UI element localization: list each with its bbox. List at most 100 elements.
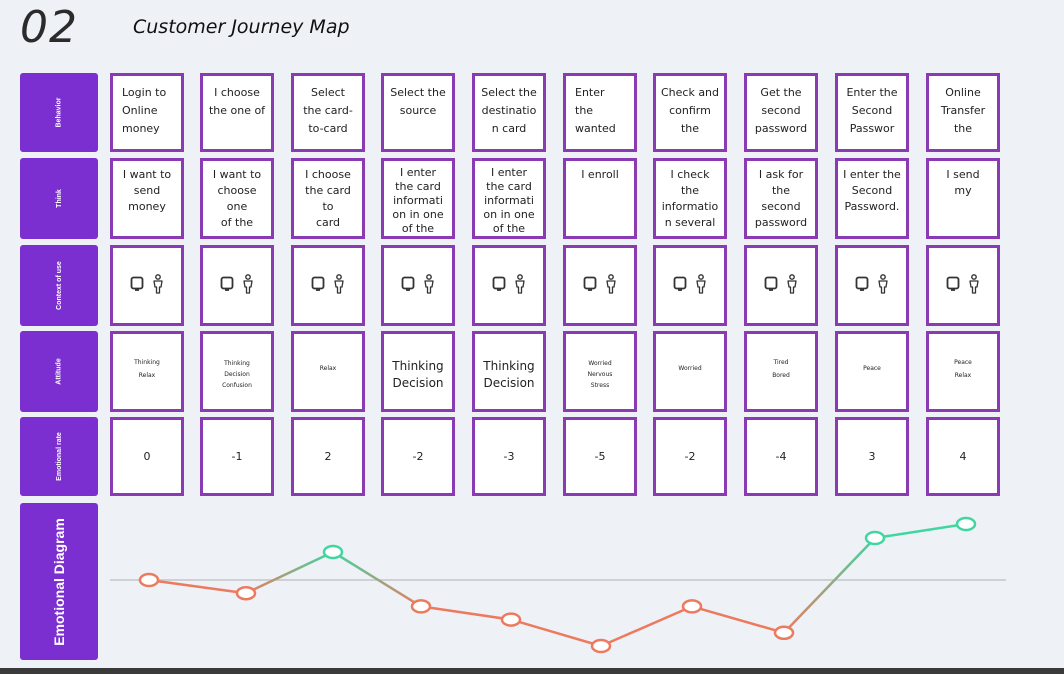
context-cell (381, 245, 455, 326)
context-cell (744, 245, 818, 326)
attitude-cell: Peace (835, 331, 909, 412)
context-cell (563, 245, 637, 326)
think-cell: I ask for the second password (744, 158, 818, 239)
behavior-cell: Check and confirm the (653, 73, 727, 152)
person-icon (514, 273, 526, 298)
row-label-rate: Emotional rate (20, 417, 98, 496)
person-icon (605, 273, 617, 298)
think-cell: I send my (926, 158, 1000, 239)
diagram-segment (691, 605, 785, 635)
rate-cell: 4 (926, 417, 1000, 496)
diagram-segment (420, 605, 512, 621)
behavior-text: wanted (575, 122, 616, 135)
row-label-diagram: Emotional Diagram (20, 503, 98, 660)
behavior-cell: Login to Online money (110, 73, 184, 152)
behavior-cell: Enter the wanted (563, 73, 637, 152)
rate-value: -1 (231, 450, 243, 463)
context-cell (200, 245, 274, 326)
attitude-text: Nervous (587, 371, 613, 378)
behavior-text: confirm (669, 104, 711, 117)
tablet-icon (583, 276, 597, 296)
think-text: I enroll (581, 168, 619, 181)
tablet-icon (492, 276, 506, 296)
attitude-text: Peace (954, 359, 972, 366)
behavior-text: Select (311, 86, 345, 99)
rate-cell: -5 (563, 417, 637, 496)
behavior-text: money (122, 122, 160, 135)
think-text: I want to (122, 168, 172, 181)
person-icon (786, 273, 798, 298)
diagram-segment (874, 522, 967, 540)
rate-value: -2 (412, 450, 424, 463)
behavior-text: Enter the (846, 86, 898, 99)
diagram-segment (245, 550, 334, 595)
person-icon (695, 273, 707, 298)
think-text: I enter the (843, 168, 901, 181)
diagram-point (138, 572, 160, 588)
attitude-text: Decision (483, 376, 535, 390)
diagram-segment (600, 605, 693, 648)
row-label-behavior: Behavior (20, 73, 98, 152)
diagram-segment (783, 537, 876, 634)
rate-cell: 2 (291, 417, 365, 496)
attitude-text: Relax (138, 372, 156, 379)
behavior-text: the (680, 122, 700, 135)
rate-value: 4 (959, 450, 967, 463)
person-icon (423, 273, 435, 298)
rate-value: -5 (594, 450, 606, 463)
tablet-icon (311, 276, 325, 296)
think-text: on in one (483, 208, 535, 221)
behavior-text: Get the (760, 86, 802, 99)
context-cell (926, 245, 1000, 326)
behavior-text: to-card (308, 122, 348, 135)
row-label-context: Context of use (20, 245, 98, 326)
person-icon (877, 273, 889, 298)
think-cell: I enter the card informati on in one of the (381, 158, 455, 239)
think-text: my (954, 184, 972, 197)
attitude-cell: Thinking Decision (472, 331, 546, 412)
attitude-cell: Relax (291, 331, 365, 412)
context-cell (291, 245, 365, 326)
behavior-text: Check and (660, 86, 720, 99)
attitude-cell: Worried Nervous Stress (563, 331, 637, 412)
tablet-icon (764, 276, 778, 296)
think-text: of the ways (220, 216, 254, 239)
behavior-cell: Online Transfer the (926, 73, 1000, 152)
rate-value: -2 (684, 450, 696, 463)
think-text: the card to (305, 184, 351, 213)
diagram-point (410, 599, 432, 614)
attitude-text: Decision (224, 371, 250, 378)
attitude-cell: Worried (653, 331, 727, 412)
think-text: Second (851, 184, 893, 197)
rate-cell: -2 (381, 417, 455, 496)
rate-value: -3 (503, 450, 515, 463)
behavior-text: I choose (214, 86, 260, 99)
rate-cell: -3 (472, 417, 546, 496)
think-text: I enter (490, 166, 528, 179)
rate-value: 0 (143, 450, 151, 463)
think-cell: I enter the Second Password. (835, 158, 909, 239)
think-cell: I enter the card informati on in one of the (472, 158, 546, 239)
think-text: Password. (844, 200, 900, 213)
behavior-text: Select the (390, 86, 446, 99)
diagram-point (681, 599, 703, 614)
behavior-text: Login to (122, 86, 167, 99)
attitude-cell: Peace Relax (926, 331, 1000, 412)
attitude-text: Thinking (224, 360, 250, 367)
behavior-text: Online (945, 86, 981, 99)
attitude-text: Worried (678, 365, 702, 372)
behavior-text: Enter (575, 86, 605, 99)
rate-cell: -2 (653, 417, 727, 496)
behavior-text: the (953, 122, 973, 135)
attitude-text: Relax (319, 365, 337, 372)
diagram-segment (332, 550, 422, 608)
think-cell: I check the informatio n several (653, 158, 727, 239)
behavior-text: the card- (303, 104, 353, 117)
tablet-icon (855, 276, 869, 296)
behavior-text: n card (491, 122, 527, 135)
tablet-icon (220, 276, 234, 296)
context-cell (472, 245, 546, 326)
think-text: informati (393, 194, 443, 207)
diagram-point (322, 544, 344, 560)
